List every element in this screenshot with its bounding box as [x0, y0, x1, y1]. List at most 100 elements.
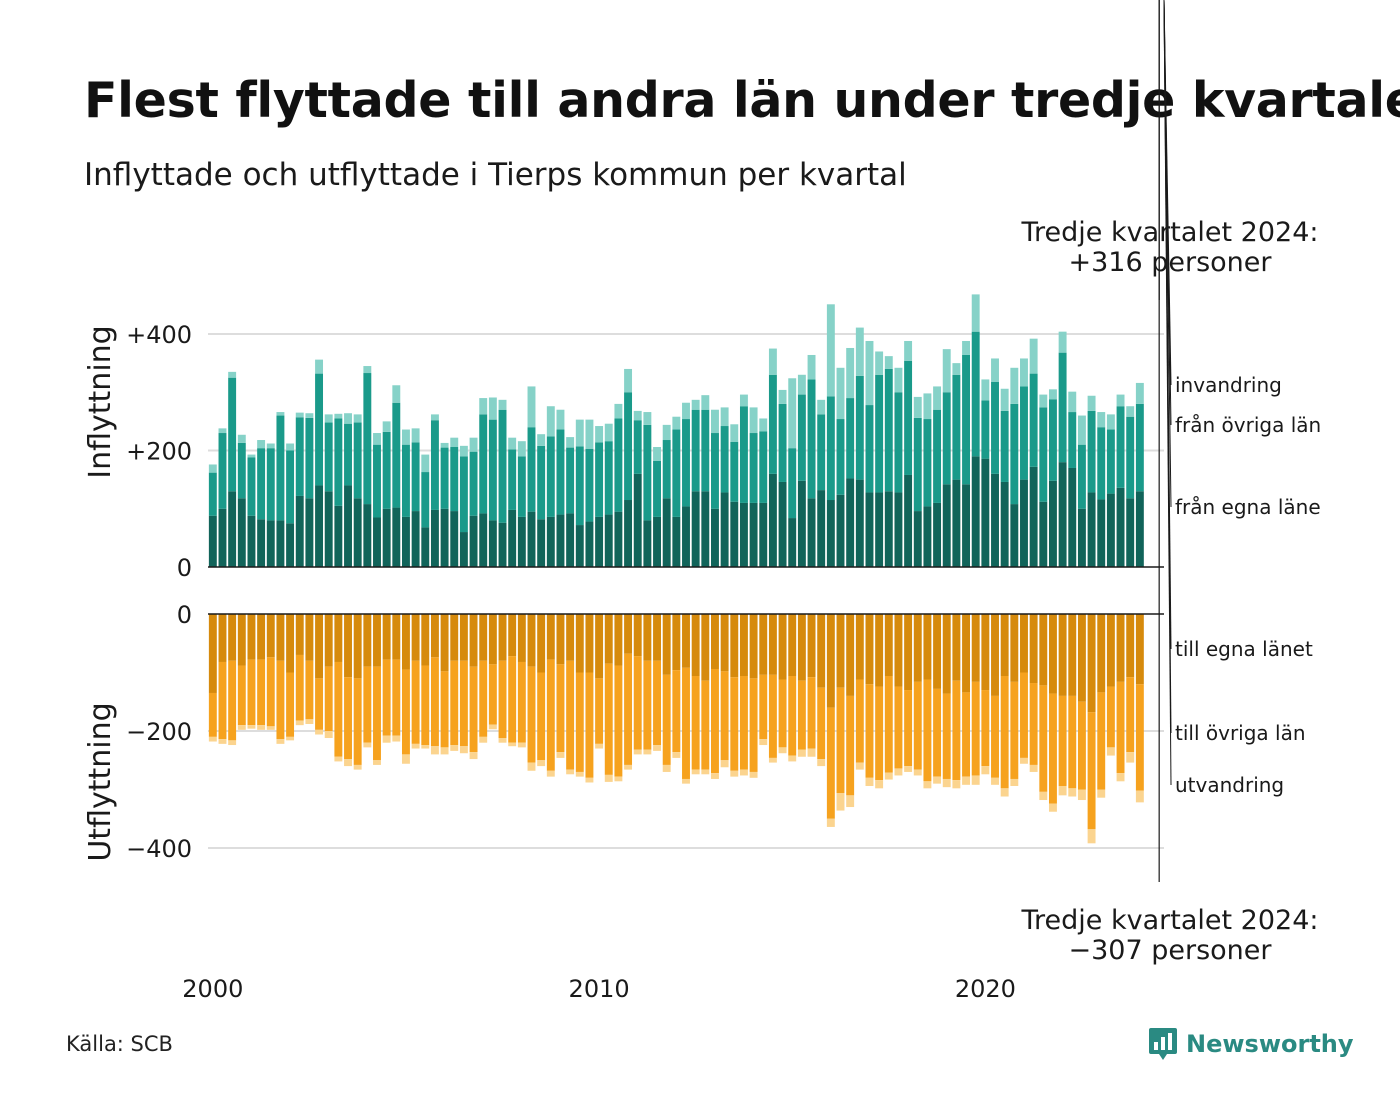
bar-inflow-immigration-2021Q3 [1039, 394, 1048, 408]
bar-outflow-emigration-2006Q1 [440, 747, 449, 755]
bar-inflow-own-2001Q1 [247, 515, 256, 567]
bar-inflow-own-2014Q4 [778, 481, 787, 567]
bar-inflow-immigration-2005Q4 [430, 414, 439, 421]
bar-inflow-other-2005Q1 [402, 444, 410, 517]
bar-inflow-immigration-2023Q1 [1097, 412, 1106, 428]
bar-inflow-immigration-2023Q2 [1106, 414, 1115, 430]
bar-inflow-immigration-2012Q4 [701, 395, 710, 410]
bar-outflow-own-2023Q2 [1106, 614, 1115, 687]
bar-outflow-other-2008Q3 [537, 672, 546, 761]
bar-inflow-immigration-2016Q2 [836, 367, 845, 420]
bar-inflow-other-2005Q3 [421, 472, 430, 528]
bar-inflow-own-2002Q1 [286, 523, 295, 567]
bar-outflow-other-2019Q3 [962, 692, 970, 777]
bar-inflow-own-2018Q4 [933, 502, 942, 567]
bar-inflow-own-2012Q3 [691, 491, 700, 567]
bar-inflow-other-2010Q3 [614, 418, 623, 512]
bar-outflow-other-2009Q4 [585, 672, 594, 778]
bar-outflow-other-2000Q4 [237, 665, 246, 726]
bar-inflow-own-2016Q3 [846, 478, 855, 567]
bar-inflow-immigration-2017Q3 [884, 356, 893, 369]
bar-inflow-immigration-2002Q2 [295, 412, 304, 418]
bar-outflow-own-2017Q3 [884, 614, 893, 677]
bar-inflow-own-2021Q2 [1029, 466, 1038, 567]
bar-inflow-immigration-2018Q2 [913, 396, 922, 418]
bar-outflow-other-2019Q2 [952, 680, 961, 781]
bar-inflow-immigration-2004Q3 [382, 421, 391, 432]
bar-inflow-own-2009Q4 [585, 521, 594, 567]
bar-outflow-emigration-2015Q4 [817, 759, 826, 767]
bar-outflow-own-2017Q1 [865, 614, 874, 685]
bar-inflow-own-2002Q4 [315, 485, 324, 567]
bar-inflow-own-2008Q1 [517, 516, 526, 567]
bar-outflow-emigration-2011Q3 [653, 745, 661, 751]
bar-outflow-emigration-2014Q2 [759, 739, 768, 746]
bar-inflow-immigration-2020Q1 [981, 379, 990, 401]
bar-outflow-other-2020Q1 [981, 690, 990, 767]
bar-inflow-immigration-2019Q2 [952, 363, 961, 375]
bar-inflow-own-2001Q3 [266, 520, 275, 567]
bar-inflow-own-2005Q3 [421, 527, 430, 567]
bar-inflow-other-2019Q2 [952, 374, 961, 480]
bar-outflow-own-2020Q4 [1010, 614, 1019, 682]
bar-outflow-other-2018Q1 [904, 690, 913, 767]
bar-inflow-other-2007Q1 [479, 414, 488, 514]
bar-outflow-other-2022Q3 [1077, 701, 1086, 790]
bar-inflow-other-2007Q4 [508, 449, 517, 510]
bar-outflow-emigration-2008Q1 [517, 742, 526, 748]
bar-inflow-immigration-2010Q4 [624, 368, 633, 393]
x-tick-label: 2020 [955, 975, 1016, 1003]
bar-inflow-own-2020Q2 [991, 473, 999, 567]
bar-outflow-own-2023Q3 [1116, 614, 1125, 682]
bar-inflow-own-2004Q2 [373, 517, 381, 567]
bar-outflow-own-2022Q2 [1068, 614, 1077, 696]
bar-outflow-own-2023Q1 [1097, 614, 1106, 693]
bar-inflow-immigration-2003Q1 [324, 414, 333, 423]
bar-inflow-own-2019Q4 [971, 456, 980, 567]
bar-inflow-other-2021Q1 [1020, 386, 1028, 480]
bar-inflow-own-2017Q4 [894, 492, 903, 567]
bar-outflow-other-2017Q2 [875, 686, 884, 781]
bar-inflow-other-2017Q4 [894, 392, 903, 493]
bar-outflow-other-2003Q1 [324, 666, 333, 731]
bar-outflow-other-2016Q3 [846, 695, 855, 796]
bar-inflow-other-2007Q2 [488, 419, 497, 521]
bar-inflow-own-2007Q1 [479, 513, 488, 567]
bar-inflow-other-2012Q4 [701, 409, 710, 492]
bar-inflow-other-2002Q1 [286, 450, 295, 524]
y-tick-label-outflow: −400 [126, 835, 192, 863]
bar-outflow-other-2004Q3 [382, 659, 391, 736]
bar-inflow-other-2002Q4 [315, 373, 324, 486]
bar-inflow-other-2005Q4 [430, 420, 439, 510]
bar-inflow-other-2020Q4 [1010, 403, 1019, 505]
bar-inflow-immigration-2004Q4 [392, 385, 401, 403]
bar-inflow-other-2001Q2 [257, 448, 266, 520]
source-note: Källa: SCB [66, 1032, 173, 1056]
bar-outflow-other-2023Q1 [1097, 692, 1106, 790]
bar-outflow-other-2001Q4 [276, 660, 285, 740]
bar-inflow-other-2007Q3 [498, 409, 507, 523]
bar-outflow-emigration-2007Q3 [498, 738, 507, 743]
bar-inflow-immigration-2000Q4 [237, 434, 246, 443]
bar-outflow-other-2016Q1 [826, 707, 835, 819]
bar-outflow-own-2002Q3 [305, 614, 314, 661]
bar-inflow-other-2024Q1 [1135, 403, 1144, 492]
bar-inflow-own-2003Q2 [334, 505, 343, 567]
bar-inflow-own-2003Q4 [353, 498, 362, 567]
bar-outflow-own-2023Q4 [1126, 614, 1135, 678]
bar-outflow-own-2019Q2 [952, 614, 961, 681]
callout-inflow-line1: Tredje kvartalet 2024: [1021, 217, 1319, 248]
bar-inflow-own-2012Q1 [672, 516, 681, 567]
bar-outflow-other-2007Q4 [508, 656, 517, 743]
bar-inflow-other-2015Q1 [788, 448, 797, 519]
bar-inflow-own-2015Q2 [797, 480, 806, 567]
bar-outflow-emigration-2013Q4 [739, 769, 748, 776]
bar-outflow-own-2010Q3 [614, 614, 623, 666]
bar-inflow-immigration-2012Q1 [672, 416, 681, 430]
bar-inflow-own-2003Q1 [324, 491, 333, 567]
bar-outflow-own-2003Q2 [334, 614, 343, 662]
bar-outflow-own-2003Q1 [324, 614, 333, 667]
bar-inflow-other-2001Q4 [276, 415, 285, 521]
bar-outflow-own-2000Q4 [237, 614, 246, 666]
bar-outflow-own-2008Q4 [546, 614, 555, 660]
